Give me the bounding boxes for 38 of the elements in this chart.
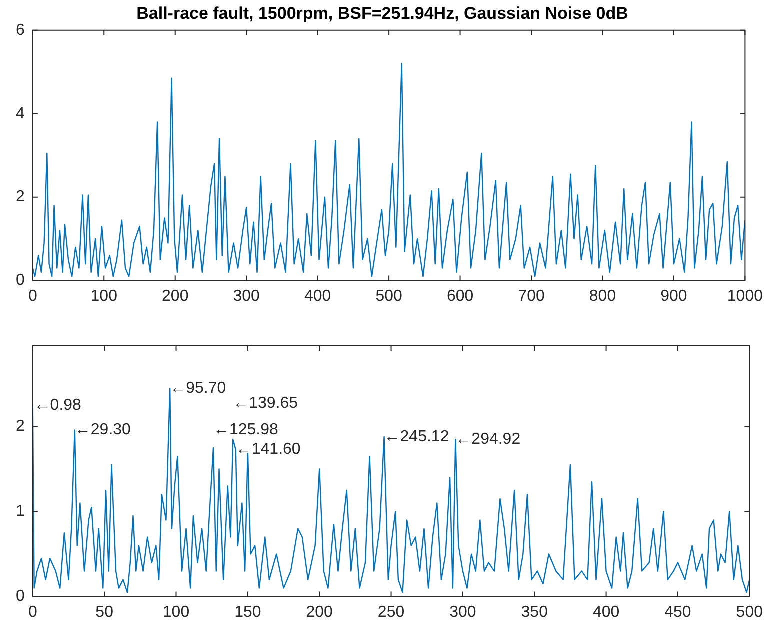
x-tick-label: 250 (378, 604, 405, 621)
x-tick-label: 900 (660, 288, 688, 305)
x-tick-label: 1000 (727, 288, 764, 305)
x-tick-label: 200 (306, 604, 334, 621)
y-tick-label: 0 (16, 272, 25, 290)
x-tick-label: 200 (162, 288, 189, 305)
x-tick-label: 500 (736, 604, 764, 621)
x-tick-label: 400 (304, 288, 332, 305)
chart-title: Ball-race fault, 1500rpm, BSF=251.94Hz, Gaussian Noise 0dB (136, 4, 628, 23)
annotation: ←139.65 (233, 394, 298, 412)
annotation: ←29.30 (74, 422, 132, 439)
x-tick-label: 50 (96, 604, 114, 621)
x-tick-label: 800 (589, 288, 616, 305)
x-tick-label: 400 (592, 604, 620, 621)
x-tick-label: 100 (90, 288, 118, 305)
x-tick-label: 350 (521, 604, 548, 621)
y-tick-label: 2 (16, 188, 25, 206)
annotation: ←141.60 (236, 441, 301, 458)
x-tick-label: 0 (28, 288, 38, 305)
x-tick-label: 300 (450, 604, 476, 621)
annotation: ←125.98 (213, 421, 279, 438)
x-tick-label: 0 (28, 604, 38, 621)
x-tick-label: 100 (162, 604, 190, 621)
x-tick-label: 500 (376, 288, 402, 305)
y-tick-label: 0 (16, 588, 25, 606)
annotation: ←95.70 (170, 380, 226, 397)
y-tick-label: 6 (16, 22, 25, 39)
annotation: ←245.12 (384, 428, 450, 446)
x-tick-label: 700 (518, 288, 545, 305)
y-tick-label: 4 (16, 105, 25, 122)
y-tick-label: 1 (16, 503, 25, 520)
annotation: ←0.98 (34, 396, 82, 414)
x-tick-label: 300 (233, 288, 260, 305)
x-tick-label: 450 (664, 604, 692, 621)
x-tick-label: 150 (234, 604, 262, 621)
y-tick-label: 2 (16, 418, 25, 436)
x-tick-label: 600 (446, 288, 474, 305)
annotation: ←294.92 (456, 430, 521, 448)
